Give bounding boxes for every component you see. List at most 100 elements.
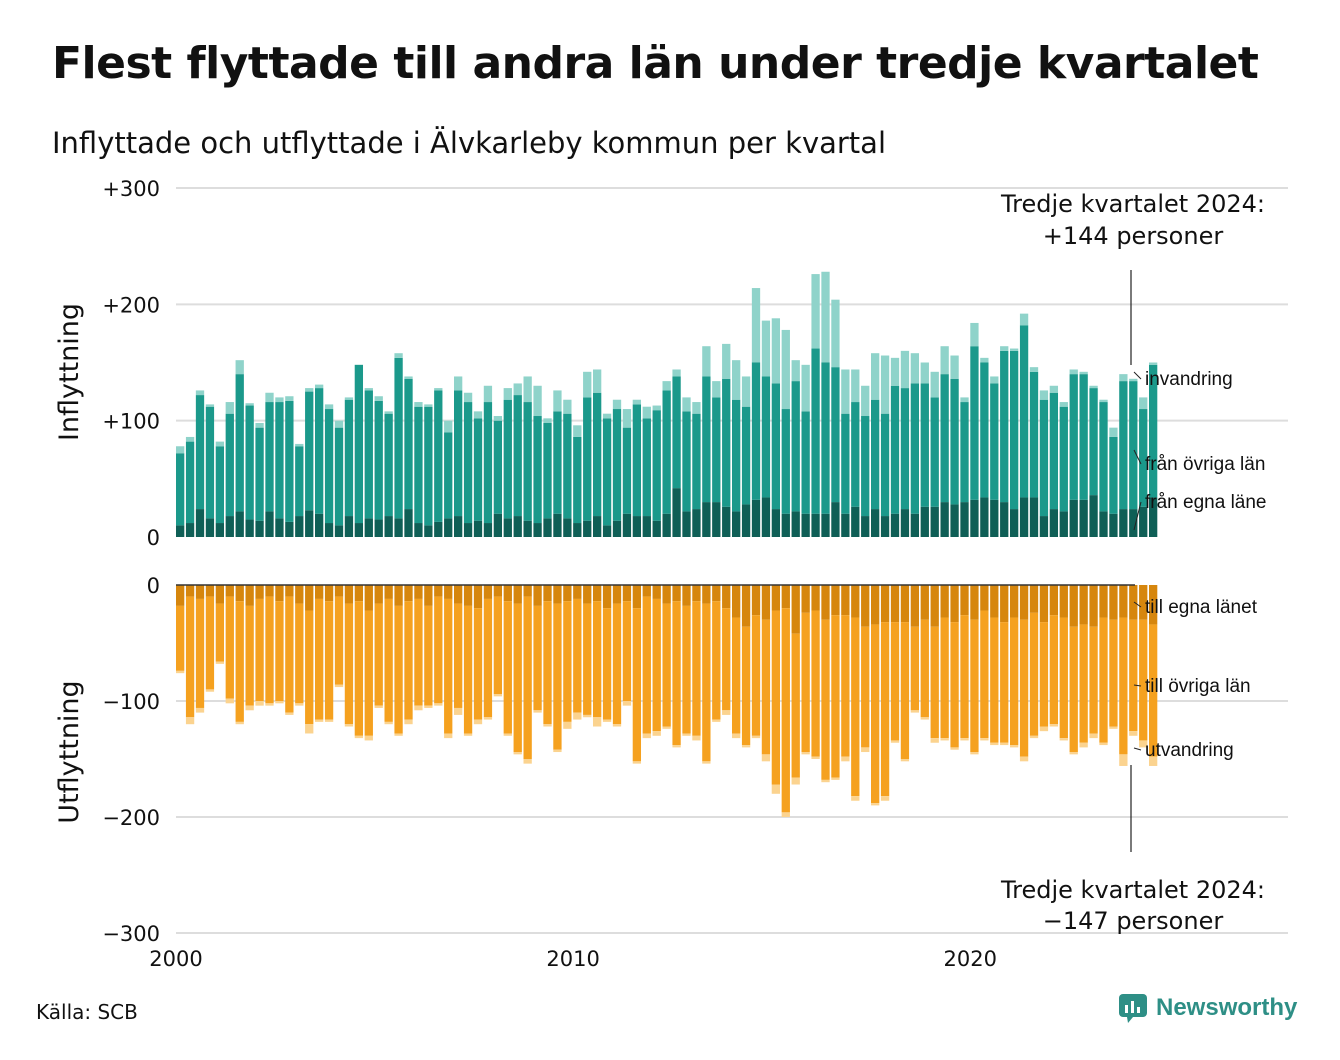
bar-in-0 [761,497,771,537]
bar-in-0 [652,520,661,537]
bar-out-0 [1089,585,1098,627]
bar-in-1 [563,413,572,519]
bar-in-1 [1109,436,1118,514]
bar-out-0 [245,585,254,606]
bar-out-2 [305,724,314,734]
bar-out-0 [503,585,512,602]
bar-out-1 [473,608,483,720]
series-label: utvandring [1145,740,1234,761]
bar-out-0 [1010,585,1019,618]
bar-out-1 [1059,617,1068,739]
bar-out-0 [930,585,939,627]
bar-in-1 [950,378,959,505]
bar-out-2 [622,701,632,706]
bar-out-1 [354,601,364,736]
bar-out-1 [593,601,602,718]
bar-out-0 [841,585,850,616]
bar-in-1 [980,362,989,498]
bar-out-1 [275,601,284,701]
bar-out-0 [612,585,622,604]
bar-out-1 [880,622,890,797]
bar-out-0 [593,585,602,602]
bar-out-1 [781,608,790,813]
bar-in-2 [990,376,999,384]
bar-in-2 [682,397,691,412]
bar-in-1 [215,446,225,524]
bar-in-2 [702,346,711,377]
bar-in-2 [563,399,572,414]
bar-out-2 [215,661,225,664]
bar-out-2 [880,796,890,801]
label-leader [1133,684,1142,687]
bar-out-1 [215,603,225,662]
bar-out-2 [722,710,731,715]
bar-out-2 [315,719,324,722]
bar-in-1 [374,400,383,520]
bar-in-1 [930,397,939,507]
bar-out-1 [950,622,959,748]
bar-in-2 [831,299,840,368]
bar-in-1 [195,395,205,510]
bar-out-1 [533,605,542,711]
bar-in-0 [682,511,691,537]
bar-in-0 [1069,499,1078,537]
bar-out-1 [235,601,244,722]
bar-out-0 [632,585,642,609]
bar-out-1 [185,596,195,718]
bar-out-1 [563,601,572,722]
bar-out-0 [573,585,582,599]
bar-out-1 [1149,624,1158,757]
bar-in-2 [1059,402,1068,407]
bar-in-1 [1010,350,1019,510]
bar-out-0 [523,585,532,597]
bar-in-2 [275,397,284,403]
bar-out-1 [463,605,473,734]
y-tick-label: −300 [102,922,160,946]
bar-in-2 [771,318,781,384]
bar-in-1 [672,376,681,489]
bar-in-0 [1059,511,1068,537]
bar-in-1 [970,346,979,500]
bar-in-0 [245,519,254,537]
brand-logo: Newsworthy [1118,993,1297,1023]
bar-out-2 [920,717,929,720]
bar-in-2 [722,343,731,379]
bar-out-1 [493,596,503,695]
bar-in-0 [880,516,890,537]
bar-in-2 [215,441,225,447]
bar-in-1 [622,427,632,514]
annotation-top-line1: Tredje kvartalet 2024: [1000,190,1265,218]
bar-out-2 [861,747,870,753]
bar-in-1 [662,390,671,514]
bar-out-0 [702,585,711,604]
bar-in-1 [1059,406,1068,512]
bar-out-1 [602,608,612,720]
bar-in-1 [583,397,592,521]
bar-out-2 [404,719,413,725]
annotations: Tredje kvartalet 2024: +144 personer Tredj… [1000,190,1265,935]
bar-in-0 [821,513,830,537]
bar-in-2 [543,418,552,423]
bar-in-1 [593,392,602,517]
bar-in-2 [732,360,741,400]
bar-out-1 [315,598,324,720]
bar-in-0 [414,523,423,537]
bar-in-1 [364,390,373,519]
bar-in-2 [761,320,771,377]
bar-out-2 [593,717,602,727]
label-leader [1133,601,1142,608]
bar-in-0 [950,504,959,537]
bar-out-0 [831,585,840,616]
bar-out-0 [285,585,294,597]
bar-in-0 [454,516,463,537]
bar-out-1 [741,626,751,746]
bar-in-1 [940,374,949,503]
bar-out-0 [722,585,731,609]
bar-in-1 [483,402,493,524]
bar-out-0 [275,585,284,602]
bar-out-2 [235,721,244,725]
bar-out-1 [712,601,721,720]
bar-out-2 [543,724,552,727]
bar-in-0 [1139,506,1148,537]
